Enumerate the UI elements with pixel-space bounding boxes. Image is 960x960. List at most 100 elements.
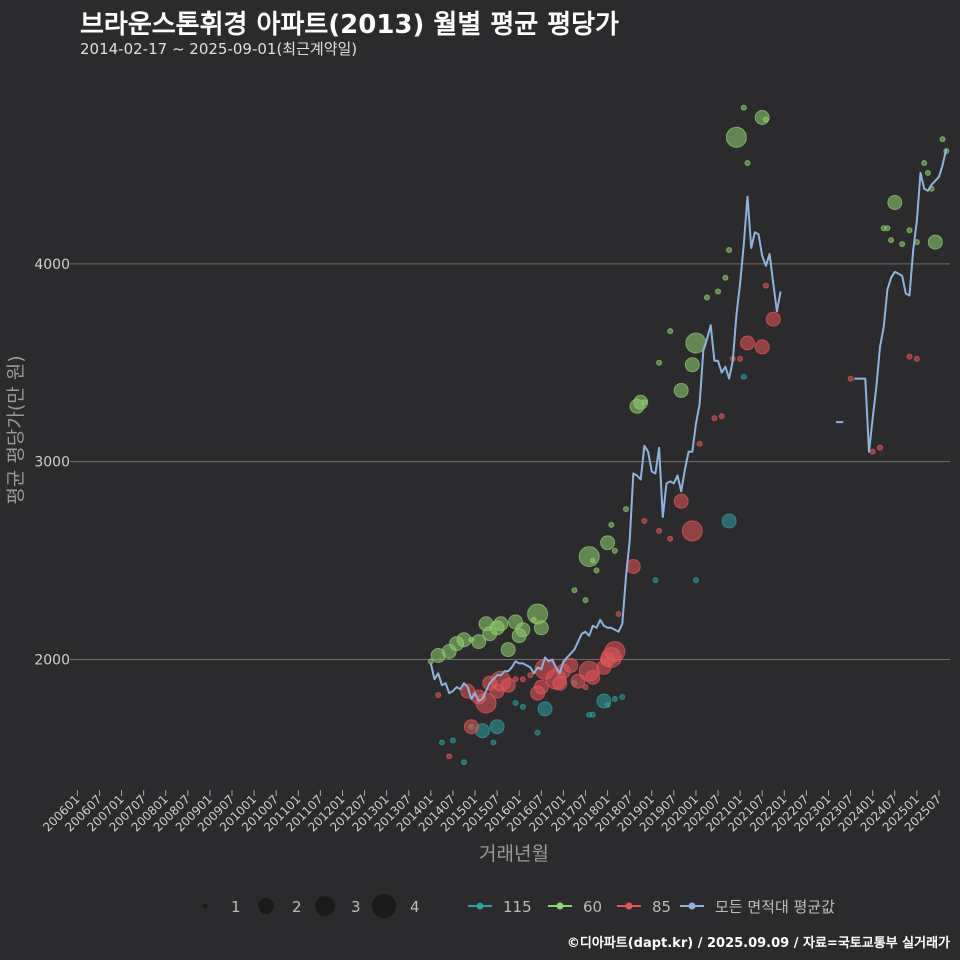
- point-115: [490, 739, 497, 746]
- point-115: [604, 701, 611, 708]
- point-60: [533, 620, 549, 636]
- legend-size-1: [202, 903, 208, 909]
- point-85: [667, 535, 674, 542]
- point-60: [593, 567, 600, 574]
- point-85: [615, 611, 622, 617]
- point-85: [519, 676, 526, 683]
- average-line-segment: [429, 195, 782, 702]
- point-60: [571, 587, 578, 594]
- point-60: [684, 357, 700, 373]
- point-60: [704, 294, 710, 301]
- point-60: [623, 506, 629, 513]
- point-85: [585, 669, 601, 685]
- point-115: [438, 739, 445, 746]
- point-85: [906, 353, 913, 360]
- point-85: [754, 339, 770, 355]
- point-60: [924, 169, 931, 176]
- point-60: [589, 557, 596, 564]
- point-115: [512, 700, 519, 706]
- point-115: [534, 729, 541, 736]
- point-85: [718, 413, 725, 420]
- x-axis-label: 거래년월: [479, 843, 549, 865]
- legend-dot: [688, 902, 696, 910]
- point-85: [582, 684, 589, 691]
- x-axis-ticks: 2006012006072007012007072008012008072009…: [40, 790, 944, 835]
- point-60: [500, 642, 516, 658]
- point-85: [446, 753, 453, 760]
- average-line-segment: [854, 148, 948, 453]
- legend-series-label: 85: [652, 898, 671, 916]
- y-tick-label: 4000: [34, 257, 70, 273]
- point-60: [656, 359, 663, 366]
- average-line: [429, 148, 948, 702]
- point-60: [899, 241, 906, 248]
- point-115: [589, 711, 596, 718]
- point-85: [869, 448, 876, 455]
- point-85: [711, 415, 718, 422]
- point-60: [608, 521, 615, 528]
- point-60: [884, 225, 891, 232]
- legend-size-label: 4: [410, 898, 420, 916]
- point-115: [692, 577, 699, 584]
- point-85: [673, 493, 689, 509]
- point-85: [527, 672, 534, 679]
- point-85: [737, 355, 744, 362]
- point-60: [600, 535, 616, 551]
- point-60: [939, 136, 946, 143]
- point-60: [493, 616, 509, 632]
- point-115: [519, 703, 526, 710]
- point-115: [619, 694, 626, 700]
- point-85: [740, 335, 755, 351]
- point-60: [641, 399, 648, 406]
- legend-size-4: [372, 894, 396, 918]
- point-60: [673, 382, 689, 398]
- point-60: [725, 126, 747, 148]
- point-85: [696, 440, 703, 447]
- point-60: [927, 234, 943, 250]
- legend-series-label: 115: [503, 898, 532, 916]
- legend-series-label: 모든 면적대 평균값: [715, 898, 835, 916]
- point-85: [641, 518, 648, 524]
- point-115: [740, 373, 747, 380]
- point-85: [500, 677, 516, 693]
- chart-title: 브라운스톤휘경 아파트(2013) 월별 평균 평당가: [80, 10, 619, 40]
- point-115: [652, 577, 659, 584]
- y-tick-label: 3000: [34, 455, 70, 471]
- point-85: [533, 679, 549, 695]
- point-85: [765, 311, 781, 327]
- point-60: [667, 328, 674, 335]
- point-115: [449, 737, 456, 744]
- point-85: [681, 520, 703, 542]
- point-60: [515, 622, 531, 638]
- point-85: [847, 375, 854, 382]
- point-60: [744, 160, 751, 166]
- grid-lines: [70, 263, 950, 660]
- legend-dot: [476, 902, 484, 910]
- point-85: [656, 527, 663, 534]
- point-60: [633, 394, 649, 410]
- y-axis-ticks: 2000 3000 4000: [34, 257, 70, 669]
- point-115: [721, 513, 737, 529]
- legend-size-label: 1: [231, 898, 241, 916]
- point-85: [463, 719, 479, 735]
- point-115: [489, 719, 505, 735]
- chart-subtitle: 2014-02-17 ~ 2025-09-01(최근계약일): [80, 40, 358, 58]
- point-85: [435, 692, 442, 699]
- point-115: [537, 701, 553, 717]
- point-60: [888, 237, 895, 244]
- point-85: [604, 641, 626, 662]
- point-85: [563, 657, 579, 673]
- data-points: [427, 104, 950, 766]
- legend: 1 2 3 4 115 60 85 모든 면적대 평균값: [202, 894, 835, 918]
- point-60: [921, 160, 928, 166]
- point-60: [722, 274, 729, 281]
- point-60: [578, 546, 600, 568]
- legend-series-label: 60: [583, 898, 602, 916]
- point-85: [762, 282, 769, 289]
- legend-size-label: 2: [292, 898, 302, 916]
- point-60: [762, 116, 769, 123]
- point-60: [887, 195, 903, 210]
- point-60: [715, 288, 721, 295]
- y-tick-label: 2000: [34, 652, 70, 668]
